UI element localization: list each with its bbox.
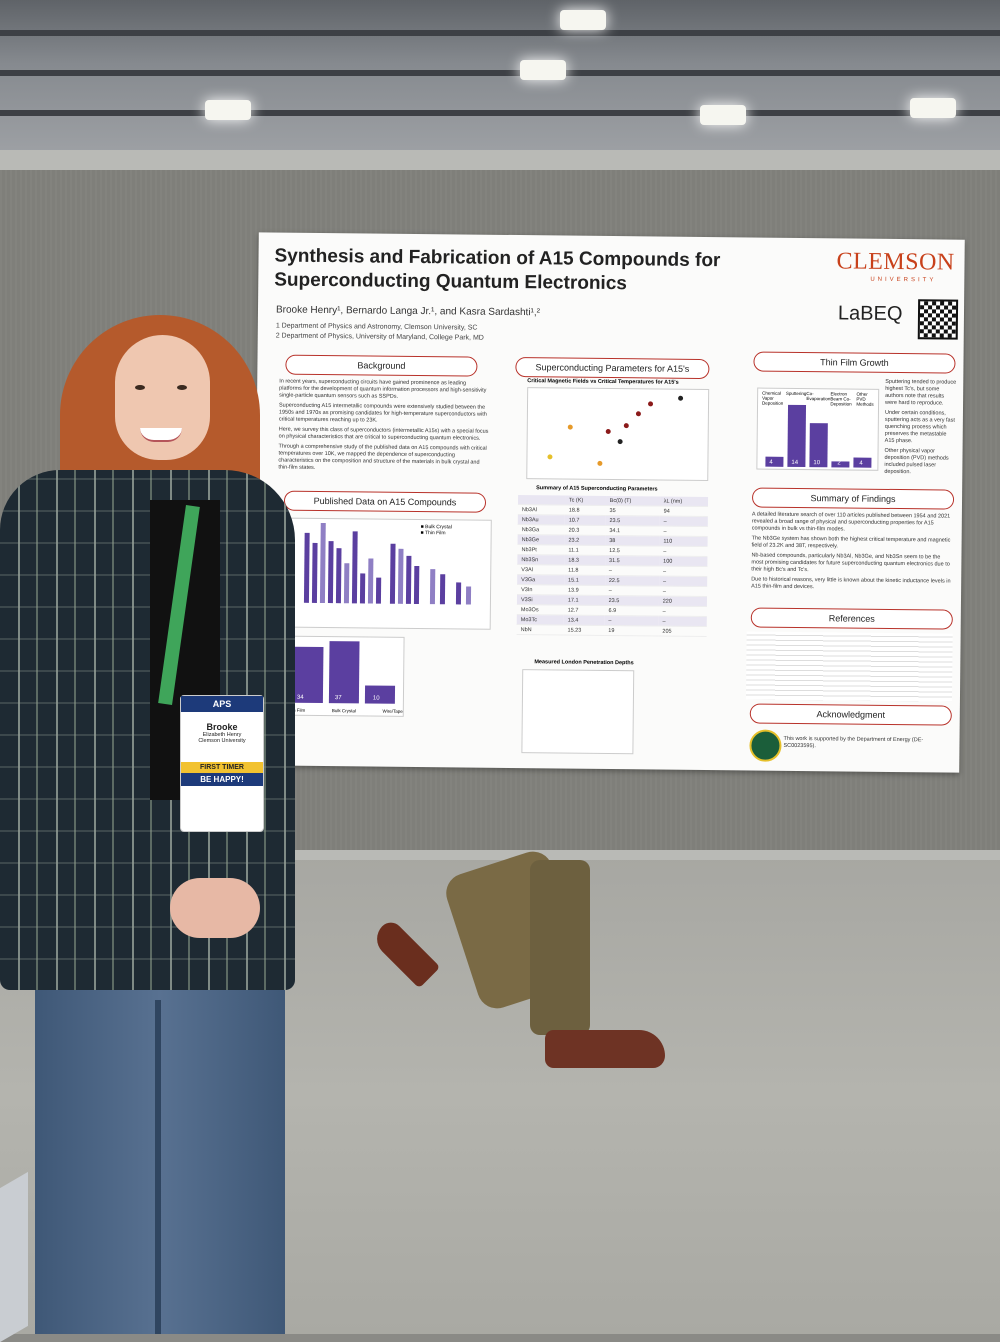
- bar-value: 2: [837, 460, 841, 467]
- bar-value: 4: [859, 460, 863, 467]
- bar: [397, 548, 404, 604]
- scatter-plot: [526, 387, 710, 482]
- findings-bullets: A detailed literature search of over 110…: [751, 511, 951, 591]
- data-point: [605, 428, 611, 435]
- bar-value: 37: [334, 695, 342, 702]
- scatter-title: Critical Magnetic Fields vs Critical Tem…: [527, 378, 679, 386]
- bar-value: 10: [813, 460, 821, 467]
- bar: [335, 548, 342, 604]
- badge-affiliation: Clemson University: [198, 738, 246, 744]
- badge-be-happy: BE HAPPY!: [181, 773, 263, 786]
- bar: [343, 563, 350, 604]
- poster-title: Synthesis and Fabrication of A15 Compoun…: [274, 245, 721, 295]
- bar-value: 34: [296, 694, 304, 701]
- background-bullets: In recent years, superconducting circuit…: [278, 378, 489, 471]
- ceiling-light: [910, 98, 956, 118]
- poster: Synthesis and Fabrication of A15 Compoun…: [253, 232, 965, 773]
- bar: [319, 522, 326, 604]
- walker-trouser: [530, 860, 590, 1035]
- section-background: Background: [285, 354, 478, 377]
- ceiling-truss: [0, 110, 1000, 116]
- data-point: [597, 460, 603, 466]
- bar: [413, 565, 420, 605]
- bar: [375, 577, 382, 604]
- eye: [177, 385, 187, 390]
- section-params: Superconducting Parameters for A15's: [515, 357, 710, 380]
- qr-code-icon: [917, 299, 959, 340]
- bar: [359, 573, 366, 604]
- data-point: [623, 423, 629, 429]
- growth-bar-chart: 34 37 10 Thin Film Bulk Crystal Wire/Tape: [281, 635, 405, 717]
- bar: [351, 531, 358, 604]
- bar: [389, 543, 396, 604]
- data-point: [547, 454, 553, 460]
- london-plot: [521, 669, 635, 755]
- section-findings: Summary of Findings: [751, 487, 955, 510]
- hands: [170, 878, 260, 938]
- bar: [303, 532, 310, 603]
- badge-fullname: Elizabeth Henry: [202, 732, 242, 738]
- bar: [327, 541, 334, 604]
- bar-legend: ■ Bulk Crystal ■ Thin Film: [420, 524, 452, 537]
- params-table: Tc (K) Bc(0) (T) λL (nm) Nb3Al 18.8 35 94 Nb3…: [516, 495, 709, 637]
- bar-chart-published: ■ Bulk Crystal ■ Thin Film: [278, 517, 492, 630]
- table-title: Summary of A15 Superconducting Parameter…: [536, 485, 658, 493]
- thin-film-labels: Chemical Vapor Deposition Sputtering Co-Ev…: [762, 390, 874, 407]
- section-published: Published Data on A15 Compounds: [283, 490, 487, 513]
- bar: [405, 555, 412, 604]
- data-point: [635, 411, 641, 417]
- thin-film-chart: 4 14 10 2 4 Chemical Vapor Deposition Spu…: [756, 387, 880, 471]
- bar: [367, 558, 374, 604]
- bar-value: 10: [372, 695, 380, 702]
- section-thin-film: Thin Film Growth: [753, 351, 956, 374]
- growth-labels: Thin Film Bulk Crystal Wire/Tape: [286, 707, 403, 714]
- ceiling-light: [700, 105, 746, 125]
- lab-logo: LaBEQ: [837, 302, 903, 326]
- bar: [311, 542, 318, 603]
- bar: [429, 569, 436, 605]
- badge-first-timer: FIRST TIMER: [181, 762, 263, 773]
- ceiling: [0, 0, 1000, 160]
- data-point: [678, 395, 684, 401]
- bar: [328, 641, 360, 704]
- clemson-logo: CLEMSON: [836, 248, 955, 276]
- bar: [465, 586, 472, 605]
- bar: [455, 582, 462, 605]
- bar-value: 4: [769, 459, 773, 466]
- poster-authors: Brooke Henry¹, Bernardo Langa Jr.¹, and …: [275, 304, 541, 319]
- bar: [364, 685, 396, 704]
- thin-film-bullets: Sputtering tended to produce highest Tc'…: [884, 378, 957, 476]
- ceiling-light: [205, 100, 251, 120]
- ceiling-truss: [0, 70, 1000, 76]
- affiliation: 2 Department of Physics, University of M…: [275, 332, 484, 342]
- bar: [439, 574, 446, 605]
- ceiling-light: [560, 10, 606, 30]
- references-text: [745, 631, 953, 702]
- ceiling-light: [520, 60, 566, 80]
- affiliation: 1 Department of Physics and Astronomy, C…: [275, 322, 478, 332]
- doe-seal-icon: [749, 729, 782, 762]
- bar: [765, 456, 784, 467]
- smile: [140, 428, 182, 442]
- section-references: References: [750, 607, 953, 630]
- jeans-seam: [155, 1000, 161, 1334]
- badge-name: Brooke: [206, 722, 238, 732]
- london-title: Measured London Penetration Depths: [534, 659, 634, 667]
- clemson-logo-sub: UNIVERSITY: [870, 276, 937, 284]
- name-badge: APS Brooke Elizabeth Henry Clemson Unive…: [180, 695, 264, 832]
- data-point: [617, 439, 623, 445]
- data-point: [648, 401, 654, 407]
- ack-text: This work is supported by the Department…: [783, 735, 924, 750]
- section-ack: Acknowledgment: [749, 703, 952, 726]
- ceiling-truss: [0, 30, 1000, 36]
- bar-value: 14: [791, 459, 799, 466]
- bar: [787, 404, 807, 468]
- badge-org: APS: [181, 696, 263, 712]
- walker-shoe: [545, 1030, 665, 1068]
- eye: [135, 385, 145, 390]
- data-point: [567, 424, 573, 430]
- stand-leg: [0, 1171, 28, 1342]
